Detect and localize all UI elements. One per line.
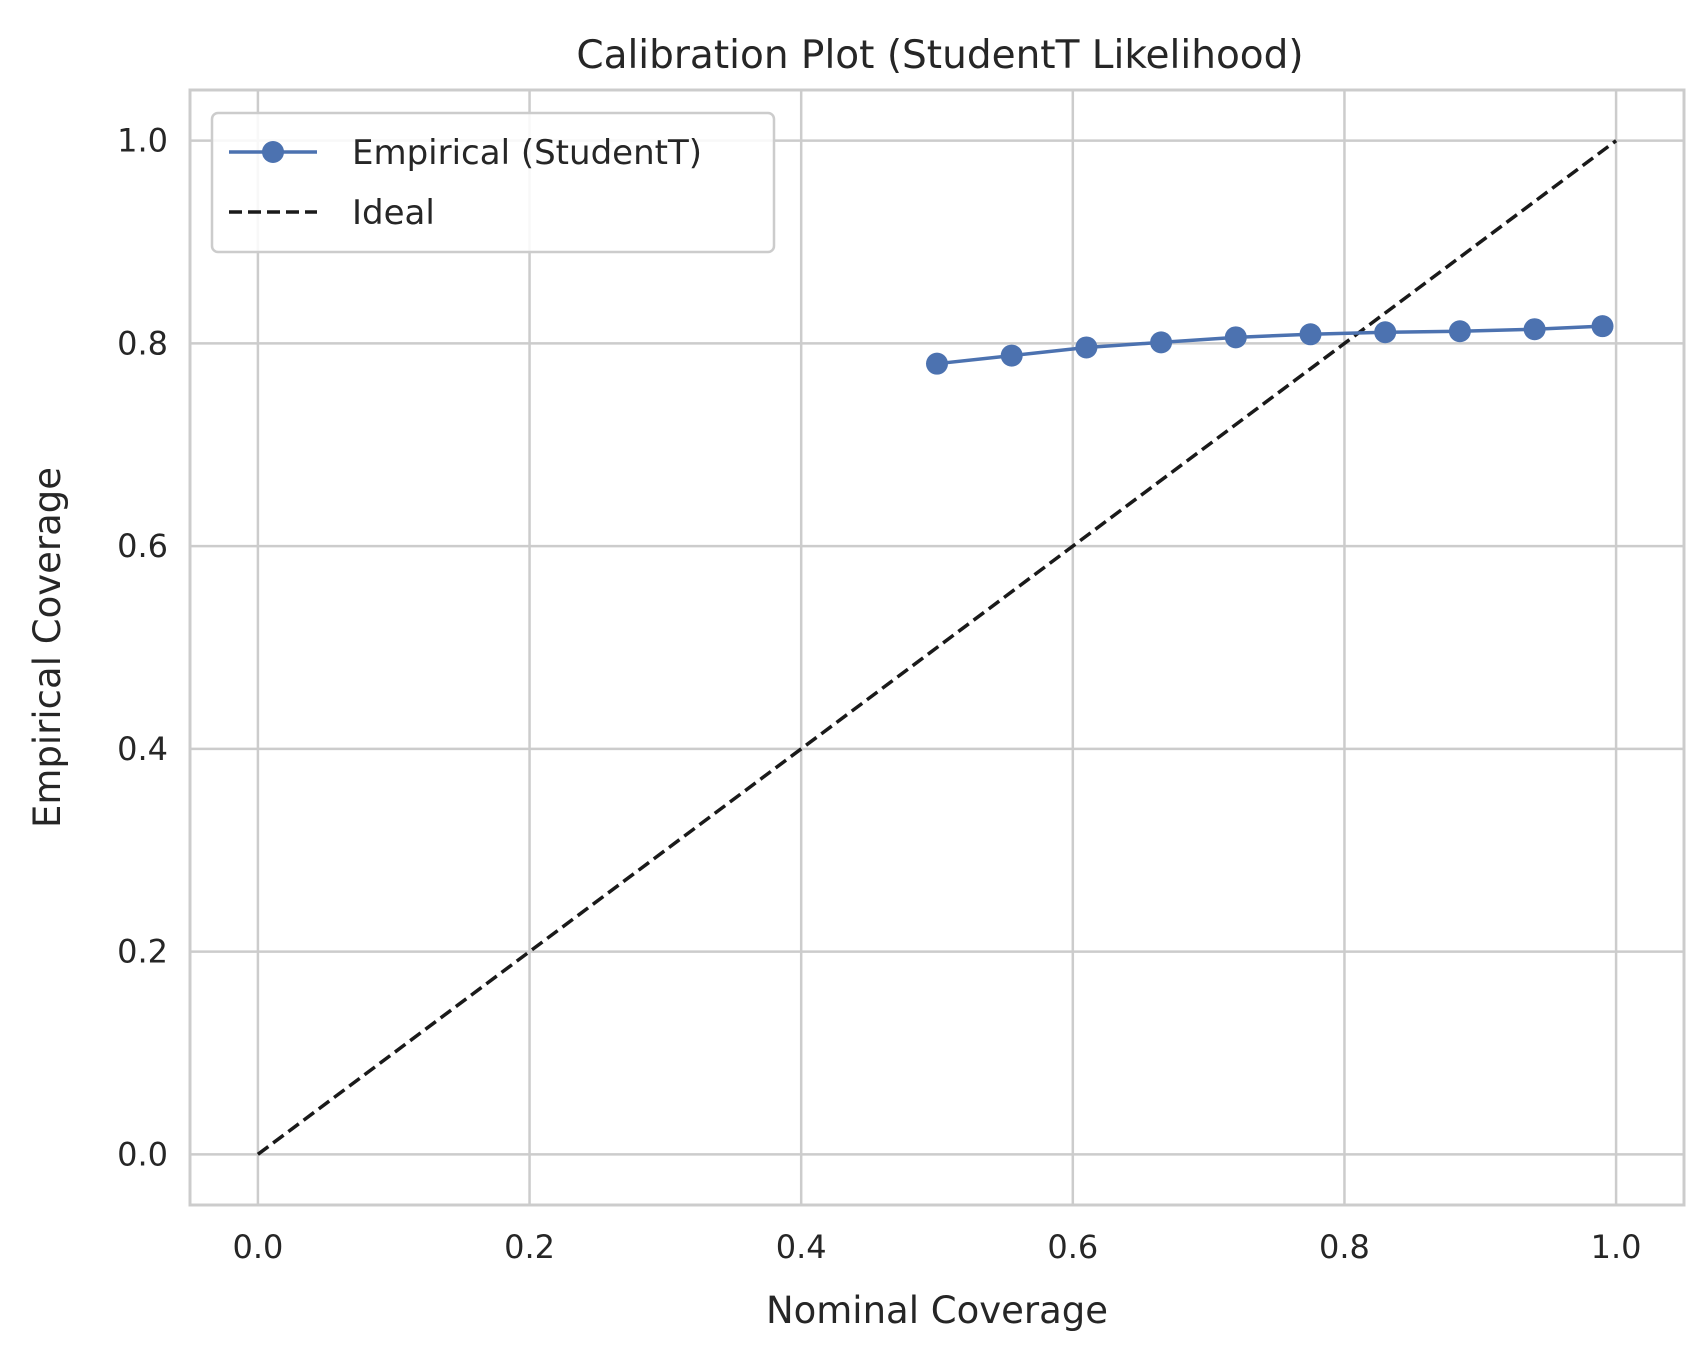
x-tick-label: 1.0 — [1591, 1228, 1642, 1266]
x-axis-ticks: 0.0 0.2 0.4 0.6 0.8 1.0 — [232, 1228, 1641, 1266]
empirical-point — [1299, 323, 1322, 346]
empirical-point — [926, 352, 948, 375]
x-tick-label: 0.2 — [504, 1228, 555, 1266]
empirical-point — [1374, 321, 1397, 344]
x-tick-label: 0.0 — [232, 1228, 283, 1266]
empirical-point — [1224, 326, 1247, 349]
legend-label-empirical: Empirical (StudentT) — [352, 133, 702, 173]
legend-box — [210, 111, 776, 254]
y-tick-label: 0.0 — [117, 1135, 168, 1173]
series-layer — [256, 139, 1618, 1156]
x-tick-label: 0.6 — [1047, 1228, 1098, 1266]
empirical-point — [1448, 320, 1471, 343]
y-tick-label: 1.0 — [117, 122, 168, 160]
y-tick-label: 0.6 — [117, 527, 168, 565]
y-tick-label: 0.2 — [117, 933, 168, 971]
x-axis-label: Nominal Coverage — [766, 1289, 1108, 1332]
empirical-point — [1150, 331, 1173, 354]
empirical-point — [1000, 344, 1023, 367]
plot-frame — [188, 88, 1686, 1207]
y-axis-label: Empirical Coverage — [26, 467, 69, 828]
x-tick-label: 0.4 — [776, 1228, 827, 1266]
chart-title: Calibration Plot (StudentT Likelihood) — [576, 33, 1303, 78]
y-axis-ticks: 0.0 0.2 0.4 0.6 0.8 1.0 — [117, 122, 168, 1174]
empirical-point — [1591, 315, 1614, 338]
grid-lines — [190, 90, 1684, 1205]
empirical-line — [936, 324, 1603, 366]
legend-label-ideal: Ideal — [352, 193, 435, 233]
y-tick-label: 0.8 — [117, 324, 168, 362]
empirical-point — [1075, 336, 1098, 359]
x-tick-label: 0.8 — [1319, 1228, 1370, 1266]
plot-area — [188, 88, 1686, 1207]
ideal-line — [256, 139, 1618, 1156]
legend: Empirical (StudentT) Ideal — [210, 111, 776, 254]
y-tick-label: 0.4 — [117, 730, 168, 768]
legend-empirical-marker — [262, 141, 284, 163]
empirical-point — [1523, 318, 1546, 341]
